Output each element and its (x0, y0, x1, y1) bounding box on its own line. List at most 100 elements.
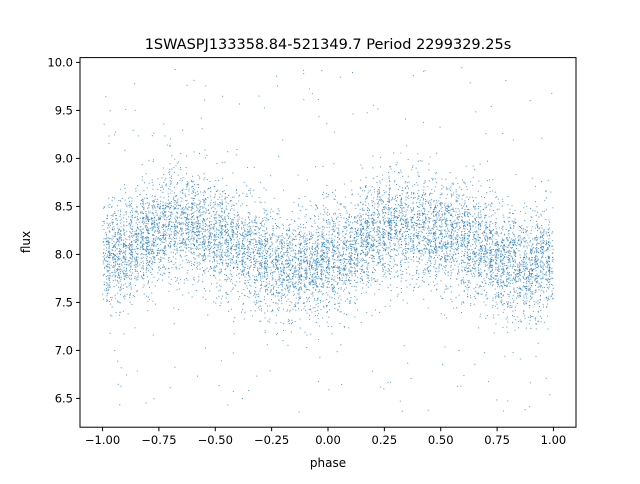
data-point (512, 298, 514, 300)
data-point (535, 201, 537, 203)
data-point (497, 233, 499, 235)
data-point (511, 260, 513, 262)
data-point (479, 285, 481, 287)
data-point (491, 248, 493, 250)
data-point (198, 226, 200, 228)
data-point (366, 284, 368, 286)
data-point (379, 180, 381, 182)
data-point (315, 322, 317, 324)
data-point (152, 300, 154, 302)
data-point (120, 270, 122, 272)
data-point (378, 288, 380, 290)
data-point (379, 244, 381, 246)
data-point (117, 263, 119, 265)
data-point (477, 220, 479, 222)
data-point (500, 284, 502, 286)
data-point (373, 222, 375, 224)
data-point (349, 272, 351, 274)
data-point (276, 256, 278, 258)
data-point (179, 230, 181, 232)
data-point (245, 195, 247, 197)
data-point (288, 265, 290, 267)
data-point (492, 210, 494, 212)
data-point (202, 241, 204, 243)
data-point (353, 257, 355, 259)
data-point (109, 250, 111, 252)
data-point (497, 282, 499, 284)
data-point (529, 262, 531, 264)
data-point (337, 309, 339, 311)
data-point (249, 213, 251, 215)
data-point (106, 214, 108, 216)
data-point (377, 249, 379, 251)
data-point (278, 254, 280, 256)
data-point (424, 245, 426, 247)
data-point (203, 179, 205, 181)
data-point (387, 233, 389, 235)
data-point (466, 189, 468, 191)
data-point (197, 237, 199, 239)
data-point (349, 232, 351, 234)
data-point (472, 244, 474, 246)
data-point (291, 247, 293, 249)
data-point (323, 238, 325, 240)
data-point (119, 248, 121, 250)
data-point (344, 227, 346, 229)
data-point (539, 286, 541, 288)
data-point (394, 225, 396, 227)
data-point (263, 107, 265, 109)
data-point (345, 233, 347, 235)
data-point (192, 284, 194, 286)
data-point (186, 182, 188, 184)
data-point (434, 278, 436, 280)
data-point (131, 220, 133, 222)
data-point (263, 208, 265, 210)
data-point (410, 241, 412, 243)
data-point (119, 289, 121, 291)
data-point (512, 277, 514, 279)
data-point (348, 280, 350, 282)
data-point (319, 356, 321, 358)
data-point (373, 242, 375, 244)
data-point (500, 297, 502, 299)
data-point (299, 252, 301, 254)
data-point (246, 272, 248, 274)
data-point (536, 264, 538, 266)
data-point (215, 203, 217, 205)
data-point (477, 292, 479, 294)
data-point (162, 224, 164, 226)
data-point (366, 237, 368, 239)
data-point (333, 288, 335, 290)
data-point (150, 258, 152, 260)
data-point (325, 271, 327, 273)
data-point (349, 264, 351, 266)
data-point (425, 216, 427, 218)
data-point (289, 285, 291, 287)
data-point (289, 241, 291, 243)
data-point (195, 240, 197, 242)
data-point (423, 235, 425, 237)
data-point (193, 253, 195, 255)
data-point (292, 250, 294, 252)
data-point (542, 210, 544, 212)
data-point (552, 277, 554, 279)
data-point (379, 199, 381, 201)
data-point (188, 190, 190, 192)
data-point (260, 275, 262, 277)
data-point (153, 245, 155, 247)
data-point (367, 275, 369, 277)
data-point (143, 197, 145, 199)
data-point (482, 256, 484, 258)
data-point (174, 230, 176, 232)
data-point (501, 285, 503, 287)
data-point (108, 256, 110, 258)
data-point (526, 286, 528, 288)
data-point (192, 226, 194, 228)
data-point (382, 220, 384, 222)
data-point (475, 286, 477, 288)
data-point (112, 196, 114, 198)
data-point (309, 264, 311, 266)
data-point (272, 261, 274, 263)
data-point (467, 254, 469, 256)
data-point (441, 246, 443, 248)
